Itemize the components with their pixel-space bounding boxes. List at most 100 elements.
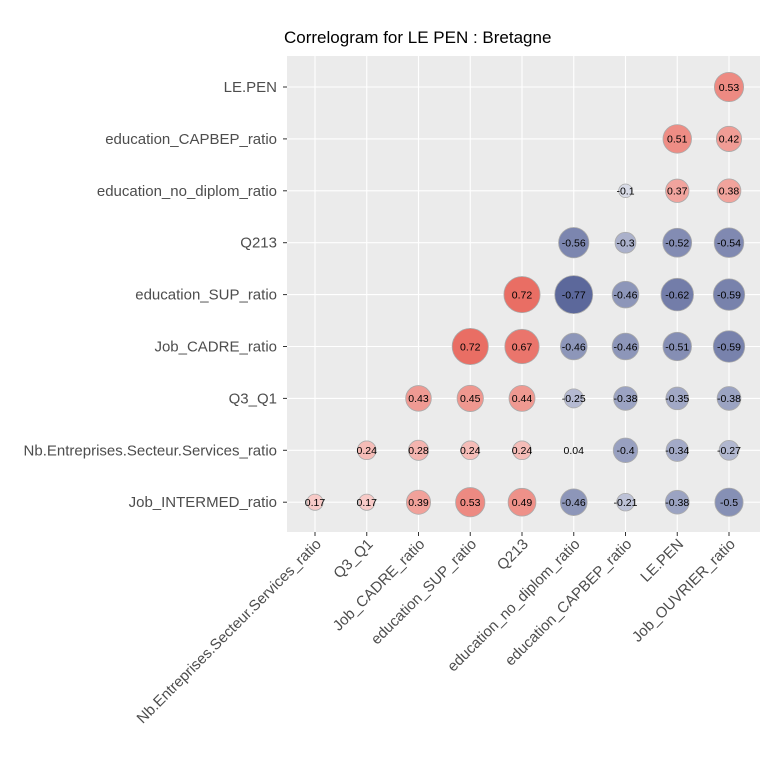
correlation-circle — [716, 178, 742, 204]
correlation-circle — [616, 492, 635, 512]
y-axis-ticks: LE.PEN education_CAPBEP_ratio education_no… — [24, 79, 287, 511]
correlation-value-label: -0.46 — [562, 497, 586, 509]
x-tick-label: Q3_Q1 — [330, 536, 376, 582]
correlation-value-label: -0.46 — [562, 341, 586, 353]
correlation-value-label: 0.43 — [408, 393, 429, 405]
y-tick-label: LE.PEN — [224, 79, 277, 96]
correlation-value-label: -0.59 — [717, 289, 741, 301]
y-tick-label: Nb.Entreprises.Secteur.Services_ratio — [24, 442, 277, 459]
correlation-circle — [718, 439, 740, 461]
correlation-value-label: 0.67 — [512, 341, 533, 353]
correlation-circle — [504, 328, 540, 365]
correlation-circle — [408, 439, 429, 461]
correlation-circle — [662, 227, 693, 258]
correlation-value-label: 0.17 — [357, 497, 378, 509]
correlation-value-label: -0.38 — [614, 393, 638, 405]
chart-title: Correlogram for LE PEN : Bretagne — [284, 28, 551, 47]
x-axis-ticks: Nb.Entreprises.Secteur.Services_ratio Q3_… — [134, 532, 739, 727]
correlation-circle — [662, 331, 692, 362]
correlation-circle — [559, 332, 588, 361]
correlation-circle — [664, 489, 690, 515]
y-tick-label: education_CAPBEP_ratio — [105, 131, 277, 148]
correlation-circle — [358, 493, 376, 511]
correlation-circle — [612, 437, 639, 463]
correlation-value-label: -0.21 — [614, 497, 638, 509]
correlation-value-label: -0.1 — [616, 186, 634, 198]
correlation-value-label: -0.38 — [665, 497, 689, 509]
correlation-value-label: -0.46 — [614, 289, 638, 301]
correlation-circle — [507, 487, 537, 517]
correlation-value-label: 0.38 — [719, 186, 740, 198]
correlation-circle — [559, 488, 588, 516]
correlation-circle — [554, 275, 594, 315]
y-tick-label: education_no_diplom_ratio — [97, 183, 277, 200]
correlation-value-label: 0.42 — [719, 134, 740, 146]
correlation-circle — [613, 386, 638, 411]
correlation-value-label: 0.24 — [357, 445, 378, 457]
correlation-value-label: -0.52 — [665, 238, 689, 250]
correlation-value-label: 0.49 — [512, 497, 533, 509]
x-tick-label: Q213 — [494, 536, 532, 574]
correlation-value-label: 0.44 — [512, 393, 533, 405]
correlation-circle — [665, 386, 690, 411]
x-tick-label: education_SUP_ratio — [368, 536, 480, 648]
correlation-circle — [460, 440, 481, 461]
correlation-value-label: 0.72 — [512, 289, 533, 301]
correlation-circle — [712, 330, 746, 363]
correlation-value-label: -0.46 — [614, 341, 638, 353]
correlation-value-label: 0.51 — [667, 134, 688, 146]
correlation-value-label: 0.45 — [460, 393, 481, 405]
correlation-value-label: -0.25 — [562, 393, 586, 405]
correlation-value-label: -0.35 — [665, 393, 689, 405]
correlation-value-label: -0.56 — [562, 238, 586, 250]
x-tick-label: Job_CADRE_ratio — [330, 536, 429, 635]
correlation-circle — [456, 384, 484, 412]
correlation-circle — [451, 328, 489, 365]
correlation-value-label: -0.34 — [665, 445, 689, 457]
correlation-circle — [713, 227, 745, 258]
correlation-value-label: 0.37 — [667, 186, 688, 198]
correlation-value-label: -0.51 — [665, 341, 689, 353]
correlation-circle — [455, 487, 486, 518]
correlation-value-label: -0.3 — [616, 238, 634, 250]
correlation-circle — [660, 277, 694, 312]
correlation-value-label: -0.77 — [562, 289, 586, 301]
correlation-circle — [665, 438, 689, 462]
correlation-circle — [611, 280, 640, 309]
correlation-value-label: -0.54 — [717, 238, 741, 250]
x-tick-label: LE.PEN — [637, 536, 687, 586]
correlation-circle — [563, 388, 584, 409]
correlation-circle — [712, 278, 746, 311]
y-tick-label: Q213 — [240, 235, 277, 252]
correlation-value-label: 0.17 — [305, 497, 326, 509]
correlation-circle — [406, 489, 431, 515]
correlation-value-label: -0.59 — [717, 341, 741, 353]
correlation-circle — [662, 124, 692, 154]
correlation-circle — [715, 125, 743, 152]
correlation-value-label: -0.5 — [720, 497, 738, 509]
correlation-circle — [306, 493, 324, 511]
correlation-circle — [614, 231, 637, 254]
correlation-marks: 0.53 0.51 0.42 -0.1 0.37 0.38 -0.56 -0.3 -0.52 -0… — [305, 71, 746, 518]
correlation-value-label: 0.72 — [460, 341, 481, 353]
correlation-value-label: -0.38 — [717, 393, 741, 405]
correlation-circle — [716, 386, 742, 411]
correlation-circle — [512, 440, 532, 461]
correlation-value-label: 0.24 — [512, 445, 533, 457]
correlation-circle — [508, 384, 536, 412]
correlation-value-label: 0.39 — [408, 497, 429, 509]
correlation-circle — [558, 227, 590, 259]
correlation-value-label: -0.4 — [616, 445, 634, 457]
correlation-value-label: 0.04 — [564, 445, 585, 457]
correlation-value-label: 0.53 — [719, 82, 740, 94]
correlation-circle — [713, 71, 745, 103]
correlation-circle — [665, 178, 690, 203]
x-tick-label: Job_OUVRIER_ratio — [629, 536, 739, 646]
correlation-value-label: 0.53 — [460, 497, 481, 509]
correlation-circle — [356, 440, 377, 461]
correlation-circle — [714, 487, 744, 517]
x-tick-label: Nb.Entreprises.Secteur.Services_ratio — [134, 536, 325, 727]
correlation-circle — [503, 276, 541, 314]
correlation-value-label: 0.24 — [460, 445, 481, 457]
